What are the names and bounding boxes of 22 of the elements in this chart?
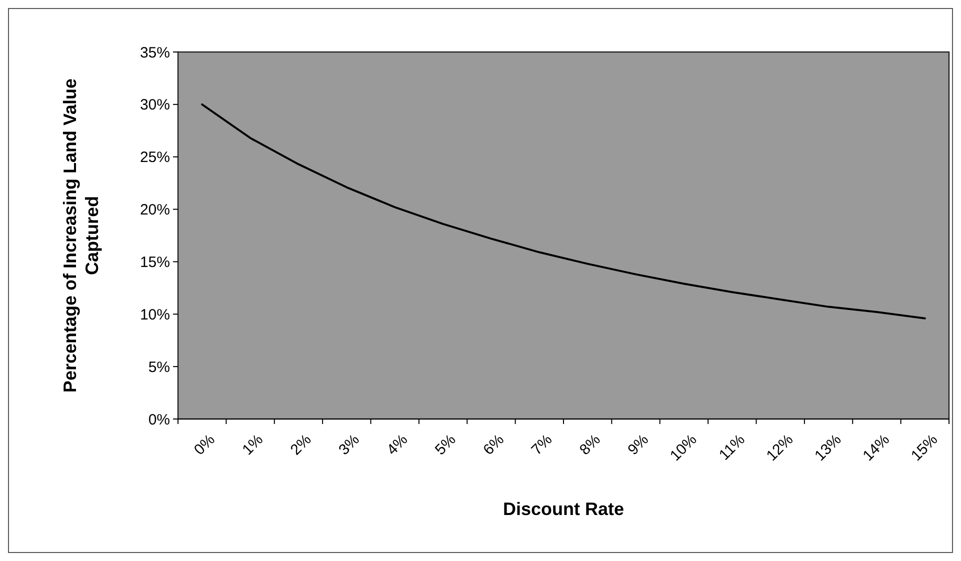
x-tick-label: 1%	[239, 431, 267, 459]
x-axis-title: Discount Rate	[502, 499, 624, 519]
x-tick-label: 5%	[432, 431, 460, 459]
y-tick-label: 25%	[140, 149, 170, 166]
x-tick-label: 4%	[384, 431, 412, 459]
line-series	[201, 103, 926, 320]
x-tick-label: 9%	[624, 431, 652, 459]
y-tick-label: 35%	[140, 44, 170, 62]
x-tick-label: 0%	[190, 431, 218, 459]
y-tick-label: 5%	[148, 358, 170, 376]
y-tick-label: 10%	[140, 306, 170, 324]
y-tick-label: 30%	[140, 96, 170, 114]
x-tick-label: 2%	[287, 431, 315, 459]
x-tick-label: 7%	[528, 431, 556, 459]
y-tick-label: 20%	[140, 202, 170, 219]
y-axis-title: Percentage of Increasing Land Value Captured	[59, 77, 103, 395]
x-tick-label: 11%	[716, 431, 748, 464]
y-tick-label: 0%	[148, 411, 170, 428]
x-tick-label: 8%	[576, 431, 604, 459]
y-tick-label: 15%	[140, 254, 170, 271]
x-tick-label: 6%	[480, 431, 508, 459]
x-tick-label: 3%	[336, 431, 363, 459]
